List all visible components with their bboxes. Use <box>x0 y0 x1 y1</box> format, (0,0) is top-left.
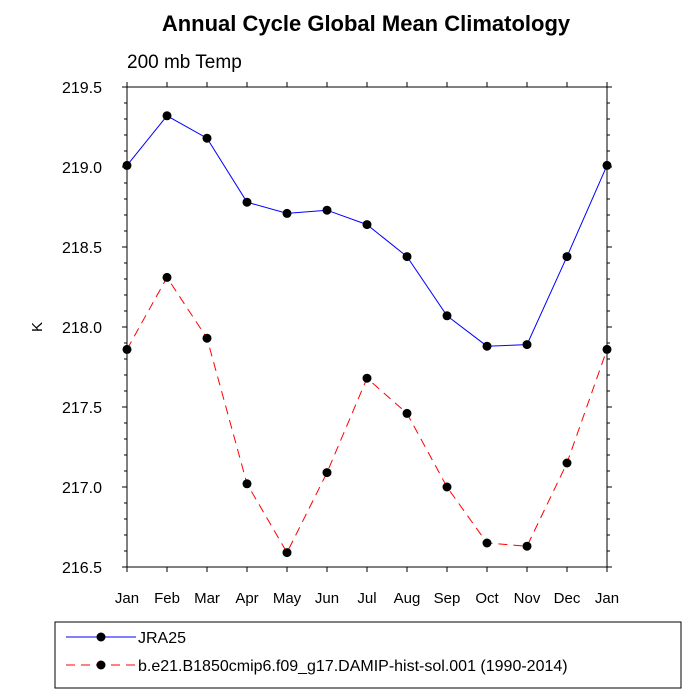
series-line-1 <box>126 276 608 554</box>
series-0-point <box>162 111 172 121</box>
x-tick-label: Jun <box>315 590 339 607</box>
y-tick-label: 218.5 <box>62 240 102 257</box>
legend-box <box>54 621 682 689</box>
series-line-0 <box>126 115 608 347</box>
series-1-point <box>362 373 372 383</box>
series-0-point <box>322 205 332 215</box>
series-1-point <box>202 333 212 343</box>
y-axis-label: K <box>29 322 46 332</box>
legend-label-1: b.e21.B1850cmip6.f09_g17.DAMIP-hist-sol.… <box>138 658 568 675</box>
x-tick-label: Apr <box>235 590 258 607</box>
series-0-point <box>362 220 372 230</box>
chart-title: Annual Cycle Global Mean Climatology <box>162 11 571 36</box>
y-axis-ticks: 216.5 217.0 217.5 218.0 218.5 219.0 219.5 <box>62 80 612 577</box>
series-0-point <box>482 341 492 351</box>
x-tick-label: Oct <box>475 590 499 607</box>
legend-label-0: JRA25 <box>138 630 186 647</box>
x-tick-label: Feb <box>154 590 180 607</box>
series-0-point <box>122 160 132 170</box>
series-0-point <box>282 208 292 218</box>
series-1-point <box>122 344 132 354</box>
series-0-point <box>242 197 252 207</box>
x-tick-label: Mar <box>194 590 220 607</box>
legend: JRA25 b.e21.B1850cmip6.f09_g17.DAMIP-hist… <box>66 630 568 675</box>
x-tick-label: Jul <box>357 590 376 607</box>
series-1-point <box>282 548 292 558</box>
series-1-point <box>322 468 332 478</box>
series-1-point <box>242 479 252 489</box>
series-1-point <box>562 458 572 468</box>
series-1-point <box>442 482 452 492</box>
series-1-point <box>482 538 492 548</box>
chart-subtitle: 200 mb Temp <box>127 52 242 73</box>
x-tick-label: Aug <box>394 590 421 607</box>
series-0-point <box>562 252 572 262</box>
x-axis-ticks: Jan Feb Mar Apr May Jun Jul Aug Sep Oct Nov Dec Jan <box>115 82 619 607</box>
y-tick-label: 217.5 <box>62 400 102 417</box>
series-0-point <box>442 311 452 321</box>
series-0-point <box>602 160 612 170</box>
x-tick-label: Dec <box>554 590 581 607</box>
legend-marker-1 <box>96 660 106 670</box>
x-tick-label: May <box>273 590 302 607</box>
series-0-point <box>202 133 212 143</box>
y-tick-label: 219.5 <box>62 80 102 97</box>
legend-marker-0 <box>96 632 106 642</box>
series-0-point <box>522 340 532 350</box>
y-tick-label: 219.0 <box>62 160 102 177</box>
series-layer <box>122 111 612 558</box>
x-tick-label: Nov <box>514 590 541 607</box>
series-1-point <box>602 344 612 354</box>
x-tick-label: Jan <box>115 590 139 607</box>
y-tick-label: 216.5 <box>62 560 102 577</box>
series-1-point <box>162 272 172 282</box>
series-1-point <box>402 408 412 418</box>
y-tick-label: 217.0 <box>62 480 102 497</box>
x-tick-label: Sep <box>434 590 461 607</box>
x-tick-label: Jan <box>595 590 619 607</box>
series-1-point <box>522 541 532 551</box>
series-0-point <box>402 252 412 262</box>
y-tick-label: 218.0 <box>62 320 102 337</box>
